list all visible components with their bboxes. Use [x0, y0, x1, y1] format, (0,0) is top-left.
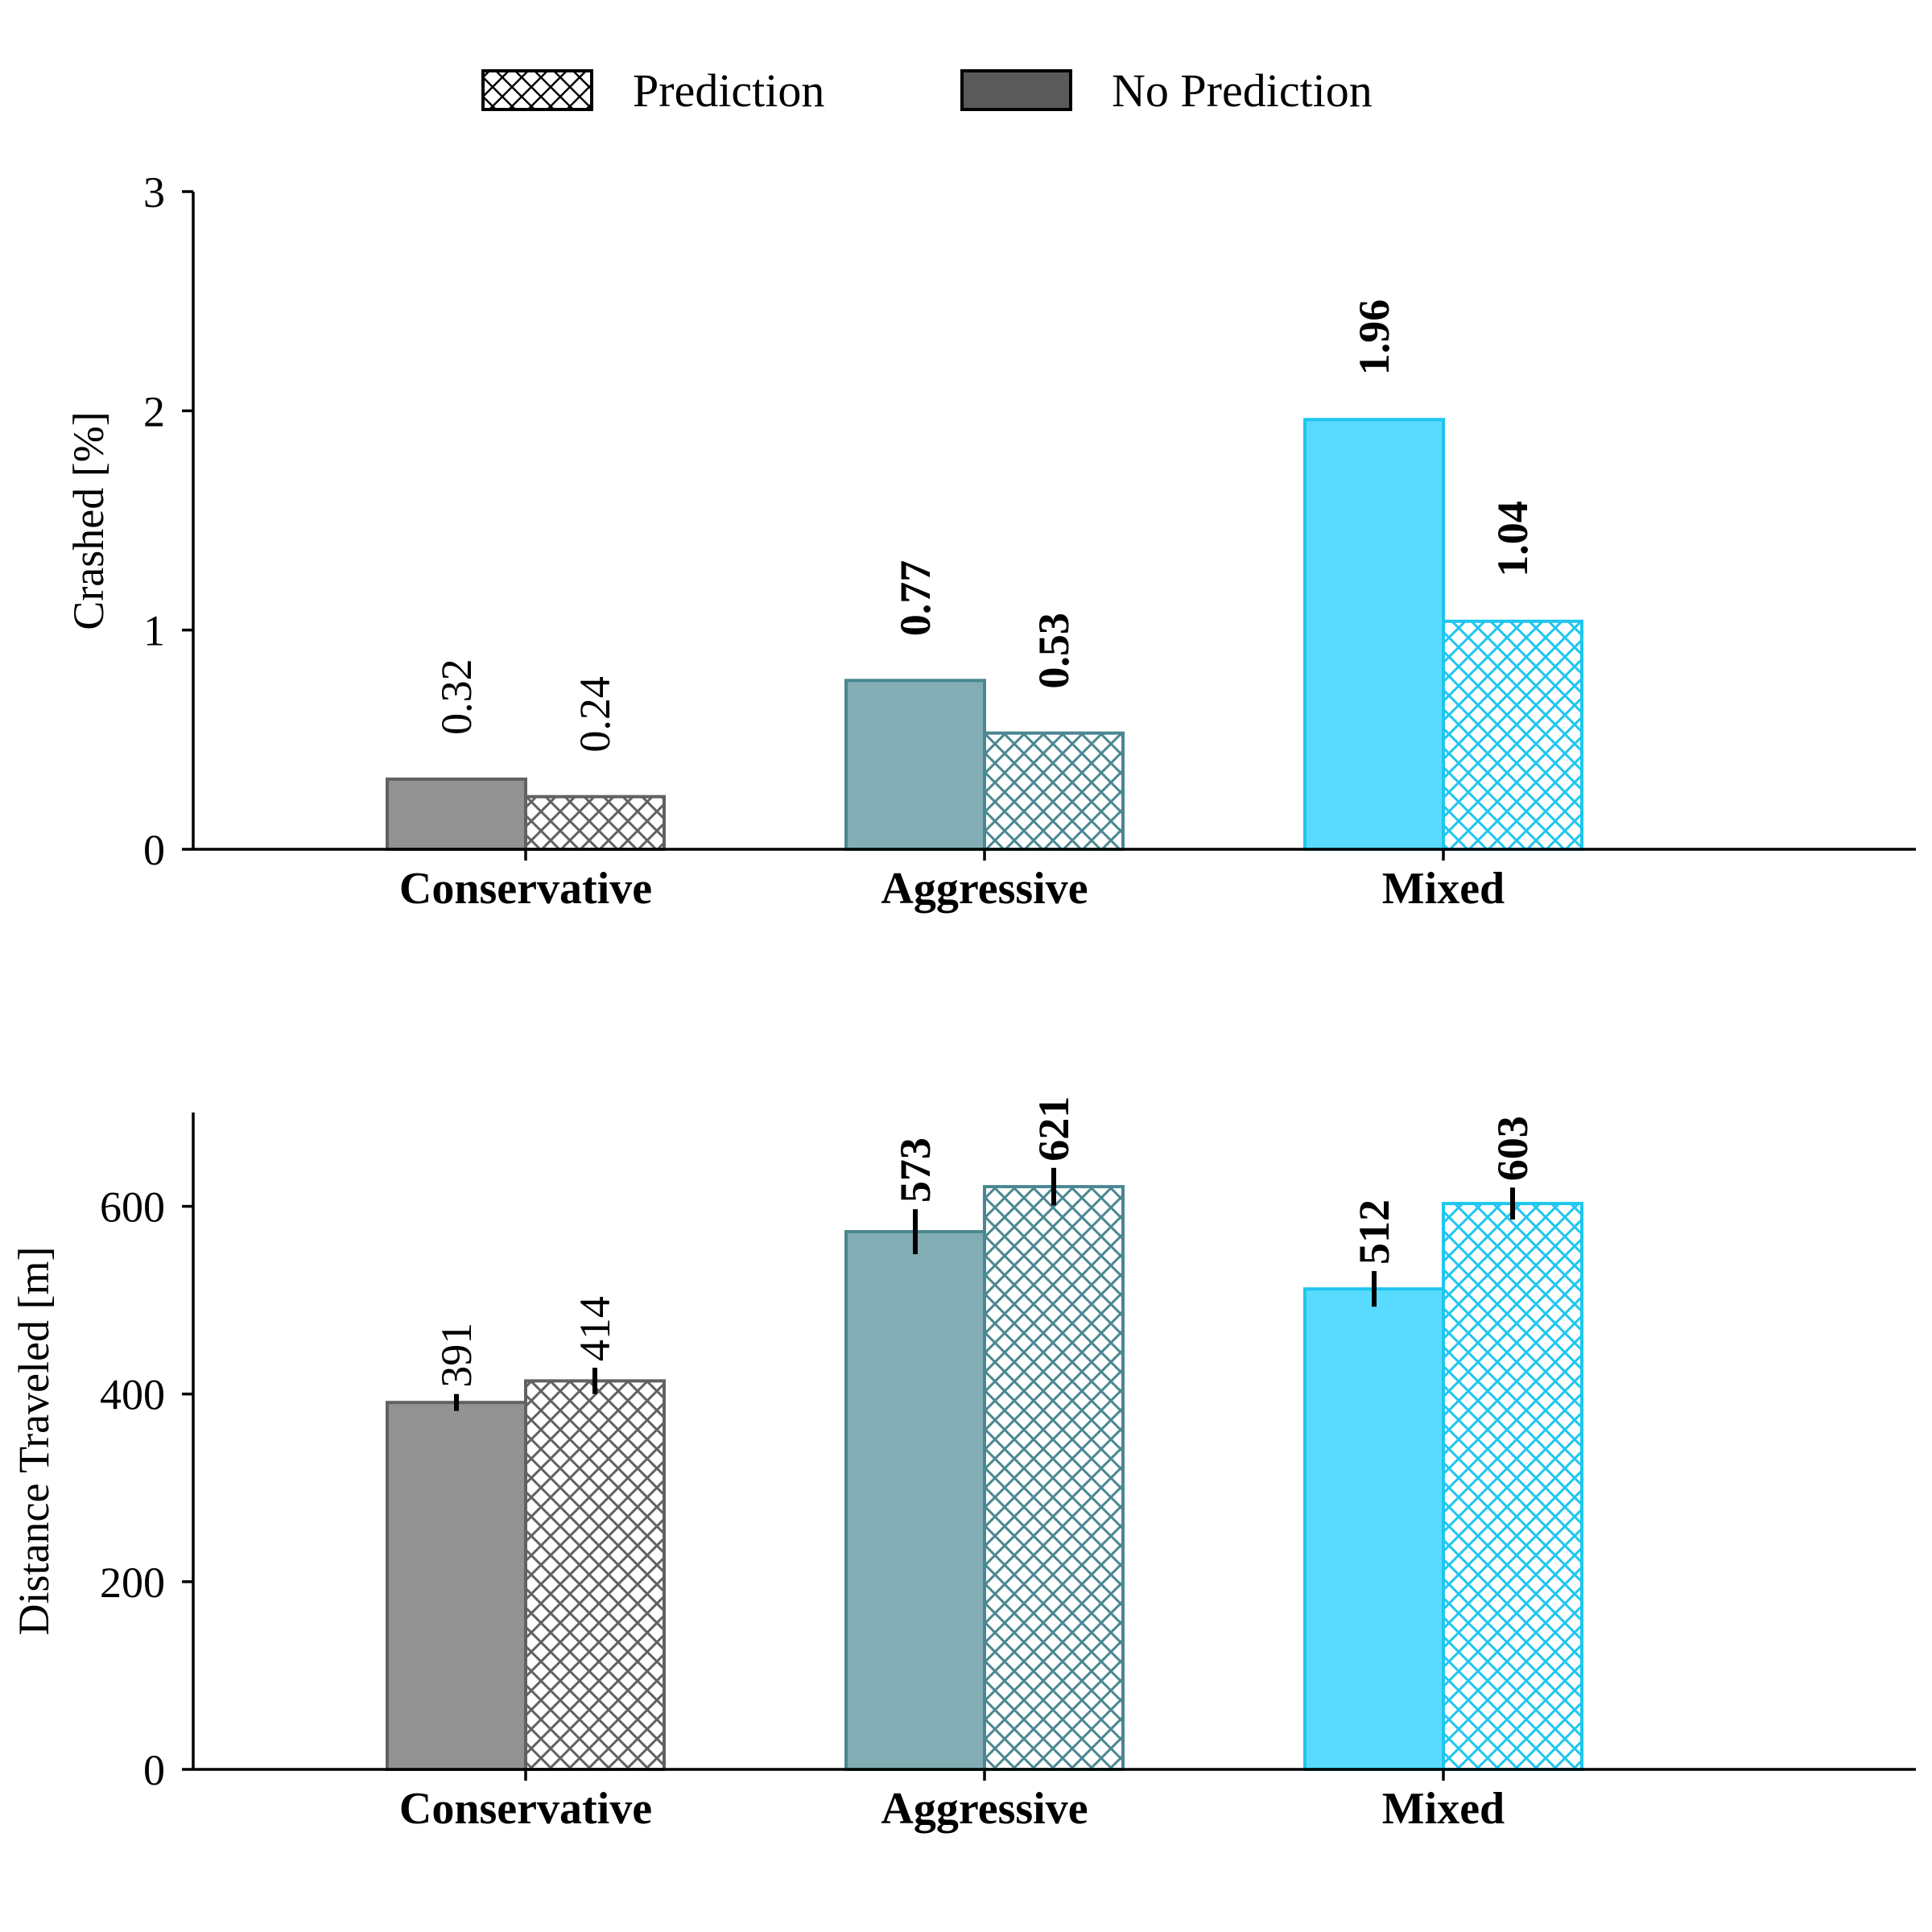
crash-bar-prediction	[983, 731, 1125, 851]
distance-value-label: 414	[571, 1296, 619, 1361]
distance-bar-prediction	[983, 1185, 1125, 1771]
crash-value-label: 0.32	[432, 658, 481, 735]
legend-label-prediction: Prediction	[633, 64, 824, 117]
legend-swatch-no-prediction	[960, 69, 1072, 111]
distance-y-axis-label: Distance Traveled [m]	[10, 1247, 58, 1636]
distance-y-tick-label: 0	[143, 1746, 165, 1794]
distance-y-tick-label: 200	[100, 1558, 165, 1607]
distance-y-ticks: 0 200 400 600	[100, 1183, 193, 1794]
distance-category-label: Aggressive	[881, 1784, 1088, 1834]
distance-bars	[386, 1167, 1583, 1772]
distance-value-label: 573	[891, 1137, 939, 1203]
distance-category-label: Conservative	[399, 1784, 652, 1834]
distance-y-tick-label: 400	[100, 1371, 165, 1419]
crash-y-tick-label: 3	[143, 168, 165, 217]
distance-x-ticks: Conservative Aggressive Mixed	[399, 1769, 1505, 1834]
crash-category-label: Aggressive	[881, 864, 1088, 914]
crash-x-ticks: Conservative Aggressive Mixed	[399, 849, 1505, 914]
crash-y-tick-label: 0	[143, 826, 165, 874]
legend-swatch-prediction	[481, 69, 593, 111]
crash-value-label: 1.04	[1488, 501, 1537, 577]
distance-value-label: 603	[1488, 1116, 1537, 1181]
crash-bars	[386, 418, 1583, 852]
crash-chart: 0.32 0.77 1.96 0.24 0.53 1.04 0 1 2 3 Conservati…	[64, 168, 1916, 914]
distance-bar-no-prediction	[844, 1230, 986, 1771]
distance-category-label: Mixed	[1382, 1784, 1505, 1834]
legend: Prediction No Prediction	[481, 64, 1373, 117]
crash-category-label: Mixed	[1382, 864, 1505, 914]
distance-value-label: 512	[1350, 1199, 1398, 1265]
legend-label-no-prediction: No Prediction	[1112, 64, 1373, 117]
distance-value-labels: 391 573 512 414 621 603	[432, 1096, 1537, 1388]
distance-y-tick-label: 600	[100, 1183, 165, 1232]
distance-bar-no-prediction	[386, 1401, 527, 1771]
crash-value-label: 0.24	[571, 676, 619, 753]
distance-bar-prediction	[524, 1379, 666, 1771]
distance-bar-no-prediction	[1303, 1287, 1445, 1771]
crash-y-tick-label: 2	[143, 387, 165, 436]
crash-value-label: 0.53	[1030, 613, 1078, 689]
crash-y-tick-label: 1	[143, 607, 165, 655]
crash-bar-no-prediction	[1303, 418, 1445, 851]
crash-category-label: Conservative	[399, 864, 652, 914]
crash-y-axis-label: Crashed [%]	[64, 411, 113, 630]
crash-bar-no-prediction	[386, 777, 527, 851]
crash-y-ticks: 0 1 2 3	[143, 168, 193, 874]
distance-chart: 391 573 512 414 621 603 0 200 400 600 Conservati…	[10, 1096, 1916, 1834]
crash-value-label: 1.96	[1350, 299, 1398, 376]
crash-bar-no-prediction	[844, 679, 986, 852]
crash-bar-prediction	[524, 795, 666, 852]
distance-value-label: 621	[1030, 1096, 1078, 1162]
distance-value-label: 391	[432, 1323, 481, 1388]
crash-value-label: 0.77	[891, 560, 939, 637]
crash-value-labels: 0.32 0.77 1.96 0.24 0.53 1.04	[432, 299, 1537, 753]
distance-bar-prediction	[1442, 1202, 1583, 1772]
crash-bar-prediction	[1442, 619, 1583, 851]
